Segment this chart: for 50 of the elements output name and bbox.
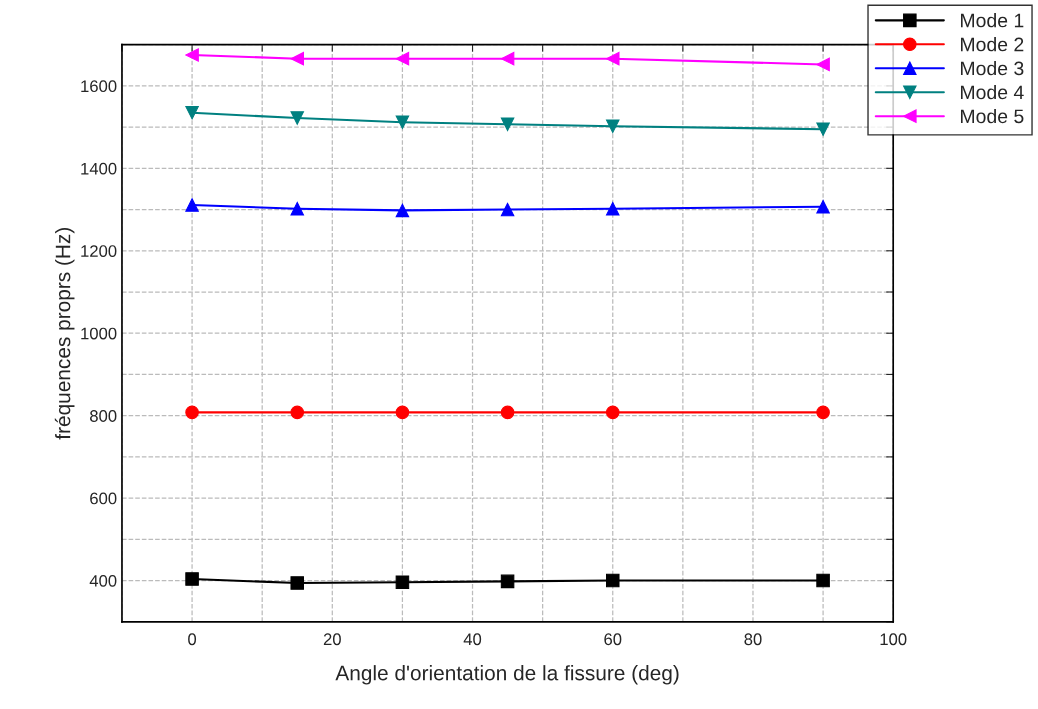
point (395, 575, 410, 589)
y-tick-label: 600 (90, 492, 117, 505)
point (816, 199, 830, 214)
point (185, 405, 199, 420)
point (290, 111, 305, 125)
point (500, 574, 515, 589)
point (605, 405, 620, 420)
point (395, 203, 410, 218)
x-tick-label: 40 (463, 633, 482, 646)
y-tick-label: 800 (90, 410, 117, 422)
point (500, 117, 515, 131)
point (816, 405, 830, 420)
point (605, 119, 620, 134)
point (605, 201, 620, 216)
point (500, 51, 515, 66)
point (185, 105, 199, 120)
point (290, 405, 305, 420)
legend-label: Mode 5 (961, 108, 1024, 124)
x-tick-label: 60 (604, 633, 622, 646)
point (500, 405, 515, 420)
x-tick-label: 80 (744, 633, 762, 646)
legend-label: Mode 3 (961, 61, 1024, 76)
y-tick-label: 400 (89, 574, 117, 587)
y-tick-label: 1200 (81, 245, 117, 257)
point (500, 202, 515, 217)
legend-label: Mode 2 (961, 37, 1024, 52)
y-axis-title: fréquences proprs (Hz) (54, 227, 75, 440)
legend-label: Mode 4 (961, 84, 1024, 100)
point (395, 115, 410, 129)
point (816, 57, 830, 72)
legend-label: Mode 1 (961, 13, 1024, 28)
x-tick-label: 100 (880, 633, 907, 646)
point (605, 51, 620, 66)
x-axis-title: Angle d'orientation de la fissure (deg) (335, 665, 679, 685)
point (395, 51, 410, 66)
point (185, 198, 199, 212)
y-tick-label: 1000 (81, 327, 117, 340)
point (816, 122, 830, 136)
point (605, 573, 620, 588)
point (290, 51, 305, 66)
x-tick-label: 0 (188, 633, 197, 646)
x-tick-label: 20 (323, 633, 341, 646)
point (290, 201, 305, 216)
y-tick-label: 1600 (81, 80, 117, 93)
y-tick-label: 1400 (81, 162, 117, 175)
point (185, 48, 199, 62)
point (185, 572, 199, 586)
point (395, 405, 410, 420)
point (290, 576, 305, 590)
point (816, 573, 830, 588)
